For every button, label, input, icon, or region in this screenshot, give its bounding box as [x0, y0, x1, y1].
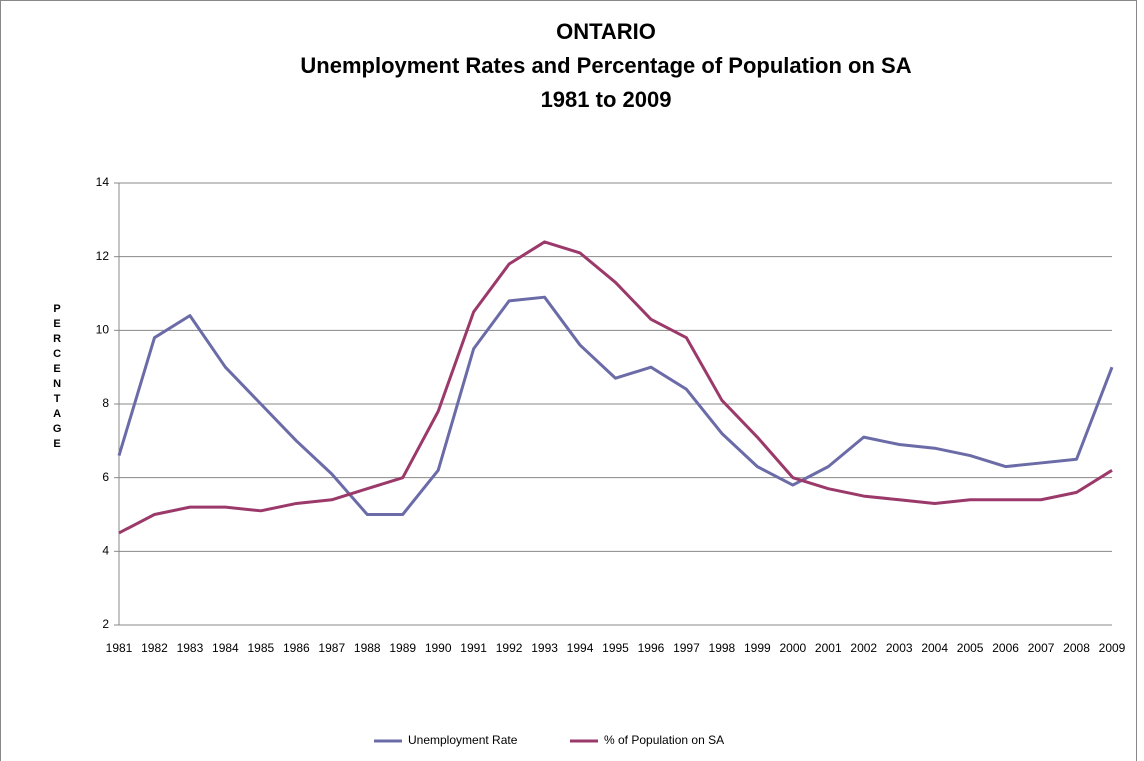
legend-label: % of Population on SA [604, 733, 724, 747]
x-tick-label: 1990 [425, 641, 452, 655]
y-tick-label: 10 [96, 323, 110, 337]
x-tick-label: 1998 [709, 641, 736, 655]
x-tick-label: 1981 [106, 641, 133, 655]
y-tick-label: 8 [102, 396, 109, 410]
x-tick-label: 1989 [389, 641, 416, 655]
x-tick-label: 1994 [567, 641, 594, 655]
y-tick-label: 12 [96, 249, 110, 263]
x-tick-label: 2009 [1099, 641, 1126, 655]
chart-title: 1981 to 2009 [541, 87, 672, 112]
x-tick-label: 1988 [354, 641, 381, 655]
y-tick-label: 4 [102, 544, 109, 558]
x-tick-label: 2005 [957, 641, 984, 655]
x-tick-label: 2006 [992, 641, 1019, 655]
y-tick-label: 2 [102, 617, 109, 631]
y-axis-label: PERCENTAGE [51, 303, 63, 453]
x-tick-label: 1996 [638, 641, 665, 655]
x-tick-label: 1999 [744, 641, 771, 655]
x-tick-label: 1995 [602, 641, 629, 655]
x-tick-label: 2004 [921, 641, 948, 655]
y-tick-label: 6 [102, 470, 109, 484]
x-tick-label: 1983 [177, 641, 204, 655]
x-tick-label: 2003 [886, 641, 913, 655]
x-tick-label: 1984 [212, 641, 239, 655]
legend-label: Unemployment Rate [408, 733, 518, 747]
x-tick-label: 1991 [460, 641, 487, 655]
chart-title: Unemployment Rates and Percentage of Pop… [300, 53, 911, 78]
chart-title: ONTARIO [556, 19, 656, 44]
x-tick-label: 1986 [283, 641, 310, 655]
x-tick-label: 2001 [815, 641, 842, 655]
x-tick-label: 1997 [673, 641, 700, 655]
x-tick-label: 2008 [1063, 641, 1090, 655]
x-tick-label: 1987 [318, 641, 345, 655]
y-tick-label: 14 [96, 175, 110, 189]
x-tick-label: 2002 [850, 641, 877, 655]
series-line [118, 240, 1113, 535]
x-tick-label: 1985 [248, 641, 275, 655]
x-tick-label: 1992 [496, 641, 523, 655]
x-tick-label: 1982 [141, 641, 168, 655]
x-tick-label: 1993 [531, 641, 558, 655]
x-tick-label: 2000 [779, 641, 806, 655]
x-tick-label: 2007 [1028, 641, 1055, 655]
series-line [117, 295, 1114, 516]
